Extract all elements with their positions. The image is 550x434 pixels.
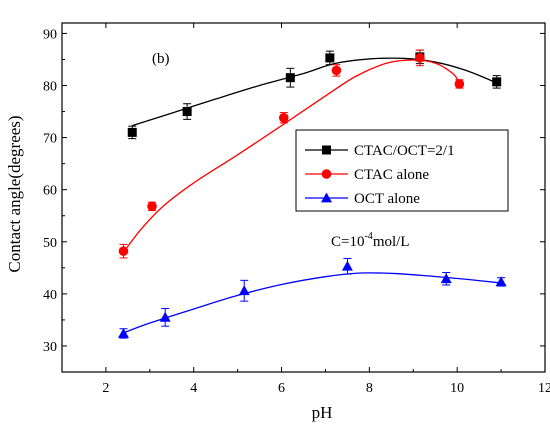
data-point	[117, 327, 129, 338]
y-tick-label: 60	[43, 184, 57, 199]
legend-marker	[321, 169, 332, 179]
x-tick-label: 8	[366, 381, 373, 396]
x-axis-title: pH	[312, 403, 333, 422]
annotation-base: C=10	[331, 234, 364, 250]
legend-label: CTAC alone	[354, 167, 429, 183]
data-point	[285, 73, 295, 83]
data-point	[325, 53, 335, 63]
annotation-unit: mol/L	[373, 234, 410, 250]
x-tick-label: 2	[102, 381, 109, 396]
data-point	[495, 276, 507, 287]
legend-label: OCT alone	[354, 191, 420, 207]
x-tick-label: 12	[538, 381, 550, 396]
y-tick-label: 70	[43, 132, 57, 147]
series-fit-line	[122, 59, 460, 253]
series-fit-line	[123, 272, 502, 334]
series-fit-line	[132, 57, 497, 127]
y-tick-label: 80	[43, 80, 57, 95]
x-tick-label: 10	[450, 381, 464, 396]
concentration-annotation: C=10-4mol/L	[331, 231, 409, 250]
data-point	[238, 285, 250, 296]
y-tick-label: 50	[43, 236, 57, 251]
data-point	[440, 273, 452, 284]
x-tick-label: 4	[190, 381, 197, 396]
data-point	[127, 127, 137, 137]
y-axis-title: Contact angle(degrees)	[5, 115, 24, 272]
data-point	[278, 113, 289, 123]
legend: CTAC/OCT=2/1 CTAC alone OCT alone	[295, 129, 509, 212]
axis-ticks: 2 4 6 8 10 12 30 40 50 60 70 80 90	[43, 23, 550, 396]
panel-label: (b)	[152, 51, 170, 67]
legend-marker	[321, 192, 332, 203]
series-1	[118, 49, 465, 259]
series-0	[127, 49, 502, 140]
annotation-exponent: -4	[364, 231, 372, 242]
y-tick-label: 40	[43, 288, 57, 303]
data-point	[182, 107, 192, 117]
data-point	[118, 246, 129, 256]
series-2	[117, 257, 507, 339]
y-tick-label: 90	[43, 27, 57, 42]
legend-marker	[322, 145, 331, 155]
data-point	[341, 260, 353, 271]
data-point	[415, 53, 425, 63]
data-point	[492, 77, 502, 87]
x-tick-label: 6	[278, 381, 285, 396]
data-point	[331, 65, 342, 76]
legend-label: CTAC/OCT=2/1	[354, 143, 455, 159]
plot-frame	[61, 22, 546, 373]
y-tick-label: 30	[43, 340, 57, 355]
data-point	[147, 201, 157, 212]
data-point	[454, 79, 465, 89]
data-point	[159, 311, 171, 322]
plot-content	[117, 49, 507, 339]
